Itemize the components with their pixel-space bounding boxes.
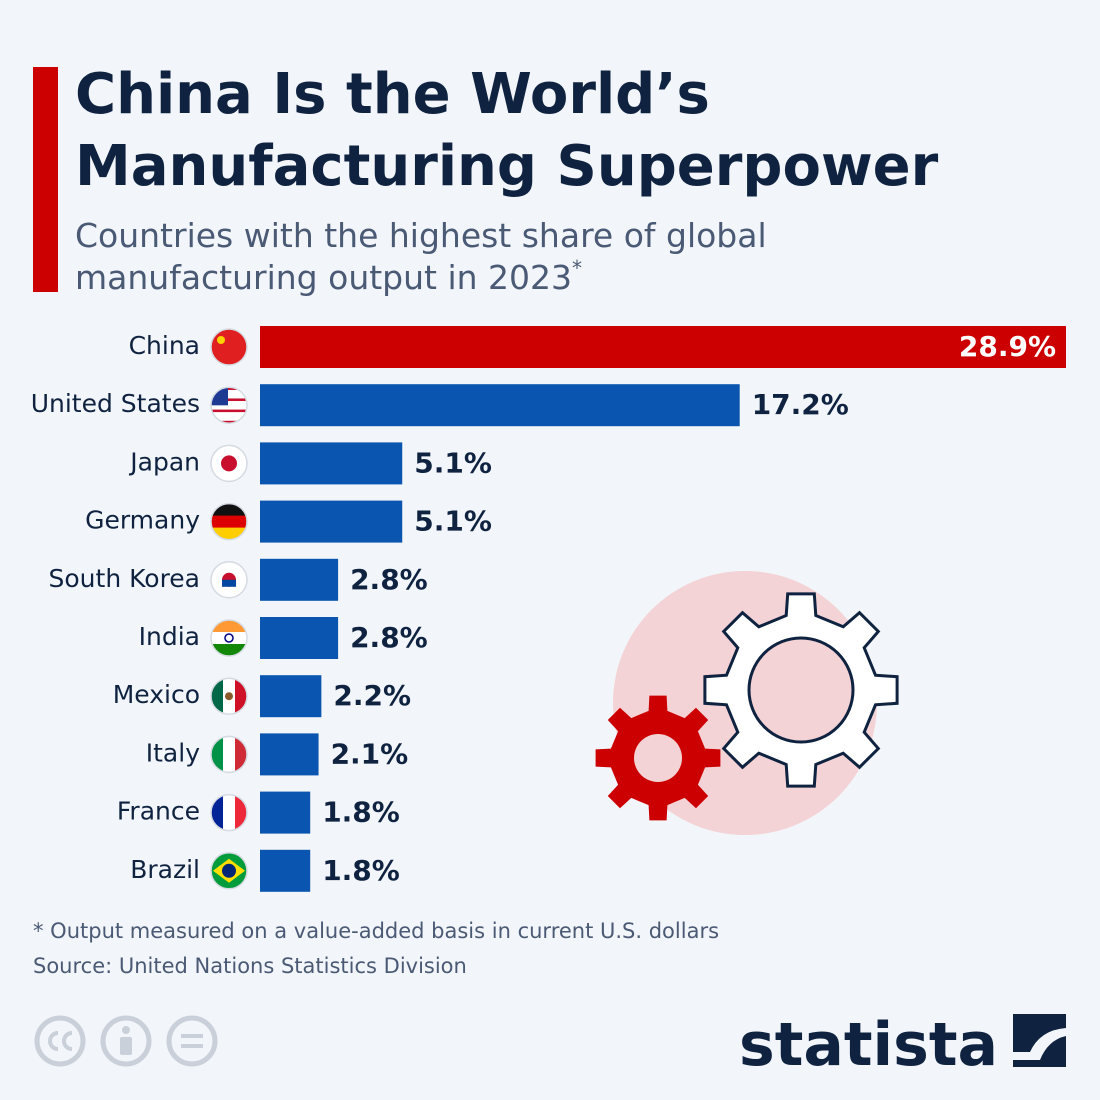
flag-border xyxy=(210,852,248,890)
by-icon xyxy=(100,1015,152,1067)
flag xyxy=(211,329,247,365)
flag xyxy=(211,561,247,598)
flag-part xyxy=(211,420,247,424)
cc-icon xyxy=(34,1015,86,1067)
flag-part xyxy=(211,417,247,421)
flag-part xyxy=(217,336,225,344)
footnote: * Output measured on a value-added basis… xyxy=(33,919,719,943)
flag-border xyxy=(210,561,248,599)
value-label: 2.8% xyxy=(350,621,428,654)
value-label: 1.8% xyxy=(322,854,400,887)
flag-part xyxy=(211,398,247,402)
title-line: Manufacturing Superpower xyxy=(75,134,939,199)
by-glyph xyxy=(120,1037,132,1055)
flag-part xyxy=(211,392,247,396)
flag-part xyxy=(211,415,247,418)
gear-hole xyxy=(634,734,682,782)
value-label: 5.1% xyxy=(414,505,492,538)
value-label: 17.2% xyxy=(752,388,849,421)
flag-border xyxy=(210,444,248,483)
bar xyxy=(260,849,311,892)
flag-part xyxy=(222,579,236,587)
flag-part xyxy=(223,794,236,831)
flag-border xyxy=(210,502,248,541)
bar xyxy=(260,384,740,427)
source: Source: United Nations Statistics Divisi… xyxy=(33,954,467,978)
category-label: Japan xyxy=(128,447,200,476)
flag-border xyxy=(210,793,248,832)
subtitle-text: manufacturing output in 2023 xyxy=(75,258,572,297)
flag xyxy=(211,387,247,424)
flag-part xyxy=(224,633,234,643)
flag-part xyxy=(211,515,247,529)
flag-part xyxy=(211,632,247,645)
flag-part xyxy=(223,736,236,773)
bar xyxy=(260,500,403,543)
bar xyxy=(260,617,339,659)
category-label: Italy xyxy=(146,738,200,767)
logo-wave xyxy=(1013,1028,1066,1060)
category-label: Germany xyxy=(85,506,200,535)
flag-part xyxy=(221,455,237,472)
license-icons xyxy=(34,1015,218,1067)
category-label: United States xyxy=(31,389,200,418)
flag-part xyxy=(211,329,247,365)
brand-logo xyxy=(1013,1014,1066,1067)
bar xyxy=(260,791,311,834)
flag-part xyxy=(211,406,247,410)
title-line: China Is the World’s xyxy=(75,62,710,127)
bar xyxy=(260,733,319,776)
cc-glyph xyxy=(48,1031,73,1051)
subtitle-note: * xyxy=(572,256,582,280)
flag xyxy=(211,852,247,889)
flag xyxy=(211,445,247,482)
value-label: 2.8% xyxy=(350,563,428,596)
category-label: South Korea xyxy=(49,564,200,593)
nd-icon xyxy=(166,1015,218,1067)
category-label: China xyxy=(129,331,200,360)
flag-part xyxy=(211,404,247,407)
category-label: France xyxy=(117,797,200,826)
flag-border xyxy=(210,735,248,774)
gear-illustration xyxy=(595,571,899,835)
subtitle-line: manufacturing output in 2023* xyxy=(75,256,582,297)
category-label: India xyxy=(139,622,200,651)
value-label: 2.1% xyxy=(331,737,409,770)
bar xyxy=(260,675,322,718)
flag-border xyxy=(210,328,248,366)
flag-border xyxy=(210,677,248,715)
gear-hole xyxy=(747,636,855,744)
flag-part xyxy=(211,409,247,413)
value-label: 1.8% xyxy=(322,796,400,829)
bar xyxy=(260,558,339,601)
by-glyph xyxy=(122,1026,130,1034)
flag-part xyxy=(211,412,247,415)
bar xyxy=(260,442,403,485)
category-label: Mexico xyxy=(113,680,200,709)
title-accent xyxy=(33,67,58,292)
flag-part xyxy=(222,863,236,878)
category-label: Brazil xyxy=(130,855,200,884)
flag-border xyxy=(210,619,248,657)
nd-glyph xyxy=(181,1034,203,1048)
flag-part xyxy=(225,692,233,701)
value-label: 28.9% xyxy=(959,330,1056,363)
flag-border xyxy=(210,386,248,424)
flag-part xyxy=(211,401,247,404)
flag-part xyxy=(211,395,247,399)
value-label: 2.2% xyxy=(333,679,411,712)
flag-part xyxy=(211,387,247,390)
flag-part xyxy=(211,389,247,393)
value-label: 5.1% xyxy=(414,446,492,479)
brand-name: statista xyxy=(739,1010,998,1080)
bar xyxy=(260,326,1066,368)
subtitle-line: Countries with the highest share of glob… xyxy=(75,216,767,255)
